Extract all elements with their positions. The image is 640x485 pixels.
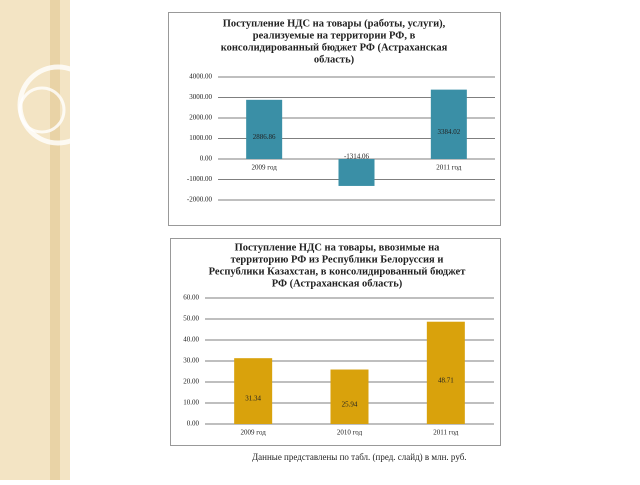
y-tick-label: 0.00 [187,420,200,428]
bar [330,369,369,424]
bar [430,89,467,159]
y-tick-label: -2000.00 [187,196,213,204]
chart-title: область) [314,54,355,65]
data-label: 48.71 [438,376,454,384]
y-tick-label: 3000.00 [189,93,212,101]
y-tick-label: 2000.00 [189,114,212,122]
y-tick-label: 0.00 [200,155,213,163]
side-stripe [50,0,60,480]
chart-title: РФ (Астраханская область) [272,278,403,289]
data-label: 31.34 [245,395,261,403]
data-label: 3384.02 [437,128,460,136]
bar [246,99,283,159]
chart-title: консолидированный бюджет РФ (Астраханска… [221,42,448,53]
chart-title: Республики Казахстан, в консолидированны… [209,266,467,277]
decor-circle [18,86,66,134]
x-tick-label: 2011 год [436,164,461,172]
bar [426,321,465,424]
y-tick-label: 20.00 [183,378,199,386]
footer-note: Данные представлены по табл. (пред. слай… [252,452,467,462]
x-tick-label: 2010 год [337,429,363,437]
x-tick-label: 2009 год [241,429,267,437]
y-tick-label: 30.00 [183,357,199,365]
y-tick-label: 60.00 [183,294,199,302]
bar [338,159,375,186]
y-tick-label: 1000.00 [189,134,212,142]
data-label: 2886.86 [253,133,276,141]
y-tick-label: 4000.00 [189,73,212,81]
chart-title: Поступление НДС на товары (работы, услуг… [223,18,446,29]
x-tick-label: 2009 год [252,164,278,172]
y-tick-label: 10.00 [183,399,199,407]
chart-title: Поступление НДС на товары, ввозимые на [235,242,441,253]
chart-title: реализуемые на территории РФ, в [253,30,416,41]
y-tick-label: 40.00 [183,336,199,344]
x-tick-label: 2011 год [433,429,458,437]
y-tick-label: 50.00 [183,315,199,323]
y-tick-label: -1000.00 [187,175,213,183]
data-label: 25.94 [342,400,358,408]
bar [234,358,273,424]
data-label: -1314.06 [344,153,370,161]
chart-title: территорию РФ из Республики Белоруссия и [231,254,444,265]
